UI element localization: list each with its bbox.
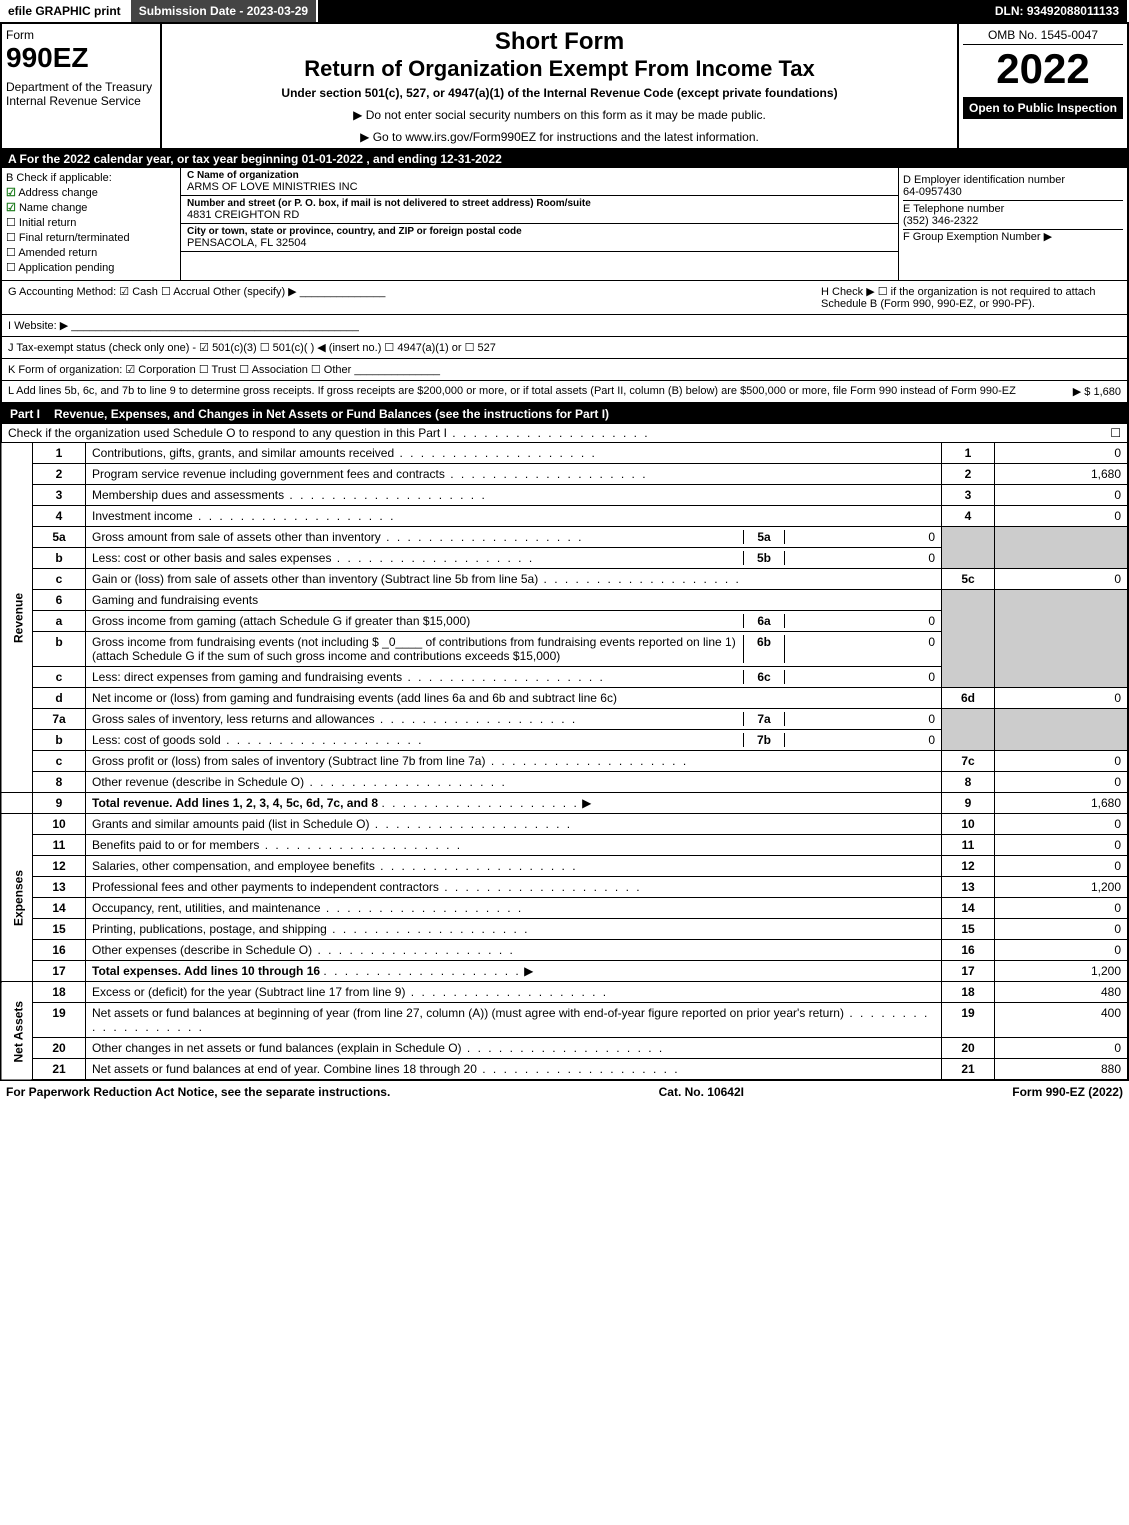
city-label: City or town, state or province, country… <box>187 226 892 237</box>
line-2-desc: Program service revenue including govern… <box>86 464 942 485</box>
city-state-zip: PENSACOLA, FL 32504 <box>187 237 892 249</box>
line-10-val: 0 <box>995 814 1129 835</box>
line-8-val: 0 <box>995 772 1129 793</box>
check-initial-return[interactable]: ☐ Initial return <box>6 216 176 229</box>
expenses-tab: Expenses <box>1 814 33 982</box>
check-address-change[interactable]: ☑ Address change <box>6 186 176 199</box>
footer-left: For Paperwork Reduction Act Notice, see … <box>6 1085 390 1099</box>
org-name-label: C Name of organization <box>187 170 892 181</box>
line-6d-val: 0 <box>995 688 1129 709</box>
check-final-return[interactable]: ☐ Final return/terminated <box>6 231 176 244</box>
return-title: Return of Organization Exempt From Incom… <box>166 56 953 82</box>
form-header: Form 990EZ Department of the Treasury In… <box>0 22 1129 150</box>
department: Department of the Treasury Internal Reve… <box>6 80 156 108</box>
part-number: Part I <box>6 407 44 421</box>
phone-value: (352) 346-2322 <box>903 215 1123 227</box>
check-pending[interactable]: ☐ Application pending <box>6 261 176 274</box>
line-l: L Add lines 5b, 6c, and 7b to line 9 to … <box>8 385 1021 398</box>
line-3-val: 0 <box>995 485 1129 506</box>
line-6a: Gross income from gaming (attach Schedul… <box>86 611 942 632</box>
line-7c-val: 0 <box>995 751 1129 772</box>
page-footer: For Paperwork Reduction Act Notice, see … <box>0 1081 1129 1103</box>
line-i: I Website: ▶ ___________________________… <box>2 314 1127 336</box>
top-bar: efile GRAPHIC print Submission Date - 20… <box>0 0 1129 22</box>
form-number: 990EZ <box>6 42 156 74</box>
short-form-title: Short Form <box>166 28 953 56</box>
box-b: B Check if applicable: ☑ Address change … <box>2 168 181 280</box>
line-l-value: ▶ $ 1,680 <box>1021 385 1121 398</box>
line-6d-desc: Net income or (loss) from gaming and fun… <box>86 688 942 709</box>
box-d: D Employer identification number 64-0957… <box>899 168 1127 280</box>
addr-label: Number and street (or P. O. box, if mail… <box>187 198 892 209</box>
line-5a: Gross amount from sale of assets other t… <box>86 527 942 548</box>
line-7a: Gross sales of inventory, less returns a… <box>86 709 942 730</box>
phone-label: E Telephone number <box>903 203 1123 215</box>
line-7b: Less: cost of goods sold7b0 <box>86 730 942 751</box>
check-amended[interactable]: ☐ Amended return <box>6 246 176 259</box>
line-4-val: 0 <box>995 506 1129 527</box>
part-title: Revenue, Expenses, and Changes in Net As… <box>54 407 609 421</box>
footer-right: Form 990-EZ (2022) <box>1012 1085 1123 1099</box>
section-a: A For the 2022 calendar year, or tax yea… <box>2 150 1127 168</box>
box-b-title: B Check if applicable: <box>6 172 176 184</box>
line-6-desc: Gaming and fundraising events <box>86 590 942 611</box>
org-name: ARMS OF LOVE MINISTRIES INC <box>187 181 892 193</box>
line-9-val: 1,680 <box>995 793 1129 814</box>
street-address: 4831 CREIGHTON RD <box>187 209 892 221</box>
open-public: Open to Public Inspection <box>963 97 1123 119</box>
line-g: G Accounting Method: ☑ Cash ☐ Accrual Ot… <box>8 285 821 310</box>
line-h: H Check ▶ ☐ if the organization is not r… <box>821 285 1121 310</box>
line-5c-desc: Gain or (loss) from sale of assets other… <box>86 569 942 590</box>
efile-label[interactable]: efile GRAPHIC print <box>0 0 131 22</box>
line-5c-val: 0 <box>995 569 1129 590</box>
group-exemption-label: F Group Exemption Number ▶ <box>903 230 1123 243</box>
form-label: Form <box>6 28 156 42</box>
line-9-desc: Total revenue. Add lines 1, 2, 3, 4, 5c,… <box>86 793 942 814</box>
line-j: J Tax-exempt status (check only one) - ☑… <box>2 336 1127 358</box>
line-10-desc: Grants and similar amounts paid (list in… <box>86 814 942 835</box>
part-1-header: Part I Revenue, Expenses, and Changes in… <box>0 404 1129 424</box>
line-k: K Form of organization: ☑ Corporation ☐ … <box>2 358 1127 380</box>
check-name-change[interactable]: ☑ Name change <box>6 201 176 214</box>
line-6c: Less: direct expenses from gaming and fu… <box>86 667 942 688</box>
goto-link[interactable]: ▶ Go to www.irs.gov/Form990EZ for instru… <box>166 130 953 144</box>
line-7c-desc: Gross profit or (loss) from sales of inv… <box>86 751 942 772</box>
dln-label: DLN: 93492088011133 <box>987 0 1129 22</box>
ein-label: D Employer identification number <box>903 174 1123 186</box>
tax-year: 2022 <box>963 45 1123 93</box>
line-8-desc: Other revenue (describe in Schedule O) <box>86 772 942 793</box>
line-5b: Less: cost or other basis and sales expe… <box>86 548 942 569</box>
line-4-desc: Investment income <box>86 506 942 527</box>
revenue-tab: Revenue <box>1 443 33 793</box>
footer-center: Cat. No. 10642I <box>659 1085 744 1099</box>
warning: ▶ Do not enter social security numbers o… <box>166 108 953 122</box>
part1-check: Check if the organization used Schedule … <box>0 424 1129 442</box>
line-3-desc: Membership dues and assessments <box>86 485 942 506</box>
omb-number: OMB No. 1545-0047 <box>963 28 1123 45</box>
line-2-val: 1,680 <box>995 464 1129 485</box>
submission-date: Submission Date - 2023-03-29 <box>131 0 318 22</box>
subtitle: Under section 501(c), 527, or 4947(a)(1)… <box>166 86 953 100</box>
ein-value: 64-0957430 <box>903 186 1123 198</box>
line-6b: Gross income from fundraising events (no… <box>86 632 942 667</box>
box-c: C Name of organization ARMS OF LOVE MINI… <box>181 168 899 280</box>
line-1-desc: Contributions, gifts, grants, and simila… <box>86 443 942 464</box>
lines-table: Revenue 1 Contributions, gifts, grants, … <box>0 442 1129 1081</box>
section-a-container: A For the 2022 calendar year, or tax yea… <box>0 150 1129 404</box>
line-1-val: 0 <box>995 443 1129 464</box>
netassets-tab: Net Assets <box>1 982 33 1081</box>
